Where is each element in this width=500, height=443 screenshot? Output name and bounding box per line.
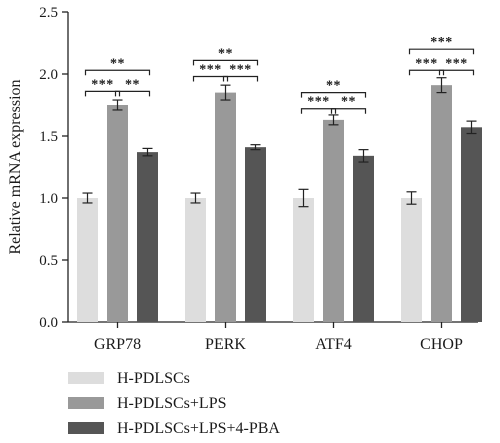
x-tick-label: GRP78 — [94, 336, 141, 353]
significance-bracket — [84, 69, 151, 76]
significance-label: *** — [91, 77, 114, 92]
bar — [293, 198, 314, 322]
bar — [215, 92, 236, 322]
bar — [353, 155, 374, 322]
significance-label: ** — [110, 56, 125, 71]
legend-swatch — [68, 372, 104, 384]
y-tick-label: 2.0 — [39, 67, 58, 83]
significance-bracket — [84, 90, 121, 97]
significance-annotations: ***** ******* ******** ******** *** — [84, 35, 475, 114]
significance-bracket — [300, 108, 337, 114]
bar — [401, 198, 422, 322]
bar — [107, 105, 128, 322]
y-tick-label: 2.5 — [39, 5, 58, 21]
significance-bracket — [114, 90, 151, 97]
axes: 0.0 0.5 1.0 1.5 2.0 2.5 Relative mRNA expressi… — [7, 5, 478, 353]
significance-bracket — [192, 75, 229, 82]
y-tick-label: 0.0 — [39, 315, 58, 331]
significance-label: *** — [445, 56, 468, 71]
significance-bracket — [300, 92, 367, 98]
legend-label: H-PDLSCs — [117, 370, 190, 387]
significance-label: ** — [326, 79, 341, 94]
bar — [461, 127, 482, 322]
x-tick-label: ATF4 — [315, 336, 351, 353]
significance-label: ** — [125, 77, 140, 92]
significance-bracket — [192, 59, 259, 66]
legend: H-PDLSCs H-PDLSCs+LPS H-PDLSCs+LPS+4-PBA — [68, 370, 280, 437]
significance-label: *** — [415, 56, 438, 71]
significance-label: *** — [229, 62, 252, 77]
significance-label: *** — [199, 62, 222, 77]
significance-bracket — [408, 69, 445, 76]
significance-bracket — [330, 108, 367, 114]
significance-bracket — [408, 48, 475, 55]
bar — [245, 147, 266, 322]
y-tick-label: 0.5 — [39, 253, 58, 269]
y-axis-title: Relative mRNA expression — [7, 79, 24, 254]
bar — [77, 198, 98, 322]
legend-label: H-PDLSCs+LPS+4-PBA — [117, 420, 280, 437]
legend-swatch — [68, 397, 104, 409]
significance-bracket — [222, 75, 259, 82]
significance-label: ** — [218, 46, 233, 61]
bars — [77, 77, 482, 322]
x-tick-label: CHOP — [420, 336, 463, 353]
legend-swatch — [68, 422, 104, 434]
y-tick-label: 1.5 — [39, 129, 58, 145]
significance-bracket — [438, 69, 475, 76]
bar — [431, 85, 452, 322]
significance-label: ** — [341, 95, 356, 110]
bar — [185, 198, 206, 322]
significance-label: *** — [307, 95, 330, 110]
y-tick-label: 1.0 — [39, 191, 58, 207]
significance-label: *** — [430, 35, 453, 50]
x-tick-label: PERK — [205, 336, 246, 353]
bar — [323, 119, 344, 322]
legend-label: H-PDLSCs+LPS — [117, 395, 227, 412]
bar — [137, 152, 158, 322]
